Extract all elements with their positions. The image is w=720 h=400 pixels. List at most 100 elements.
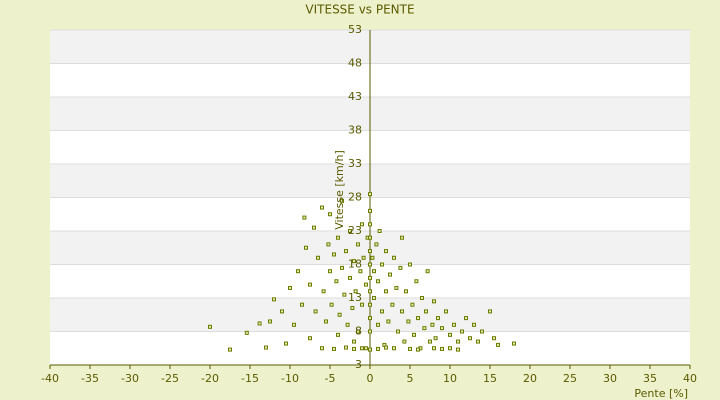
point bbox=[292, 322, 296, 327]
x-tick-label: 40 bbox=[683, 372, 697, 385]
point bbox=[350, 306, 355, 311]
plot-area bbox=[49, 29, 691, 369]
point bbox=[368, 249, 372, 254]
point bbox=[376, 279, 380, 284]
point bbox=[468, 336, 472, 341]
point bbox=[332, 252, 336, 257]
point bbox=[488, 309, 492, 314]
point bbox=[400, 309, 404, 314]
point bbox=[436, 316, 440, 321]
x-tick-label: 30 bbox=[603, 372, 617, 385]
point bbox=[344, 249, 348, 254]
point bbox=[432, 299, 436, 304]
point bbox=[368, 347, 372, 352]
y-axis-label: Vitesse [km/h] bbox=[333, 150, 346, 230]
point bbox=[324, 319, 328, 324]
point bbox=[368, 289, 372, 294]
point bbox=[384, 249, 388, 254]
point bbox=[304, 245, 308, 250]
point bbox=[312, 225, 316, 230]
point bbox=[334, 279, 339, 284]
point bbox=[386, 319, 391, 324]
x-tick-label: -25 bbox=[161, 372, 179, 385]
point bbox=[428, 339, 432, 344]
y-tick-label: 48 bbox=[348, 57, 362, 70]
point bbox=[272, 297, 276, 302]
point bbox=[456, 339, 460, 344]
x-tick-label: 25 bbox=[563, 372, 577, 385]
point bbox=[416, 316, 420, 321]
point bbox=[384, 345, 388, 350]
point bbox=[440, 346, 444, 351]
point bbox=[368, 316, 372, 321]
point bbox=[376, 322, 380, 327]
point bbox=[448, 332, 452, 337]
point bbox=[496, 342, 500, 347]
point bbox=[352, 339, 356, 344]
point bbox=[440, 326, 444, 331]
point bbox=[368, 329, 372, 334]
point bbox=[257, 321, 262, 326]
point bbox=[412, 332, 416, 337]
point bbox=[316, 255, 320, 260]
point bbox=[368, 235, 372, 240]
x-axis-label: Pente [%] bbox=[634, 387, 688, 400]
point bbox=[400, 235, 404, 240]
point bbox=[321, 289, 326, 294]
chart-title: VITESSE vs PENTE bbox=[305, 3, 414, 17]
point bbox=[300, 302, 304, 307]
point bbox=[368, 208, 372, 213]
point bbox=[353, 289, 358, 294]
point bbox=[416, 347, 420, 352]
point bbox=[296, 269, 300, 274]
point bbox=[376, 346, 380, 351]
point bbox=[308, 336, 312, 341]
x-tick-label: 10 bbox=[443, 372, 457, 385]
point bbox=[328, 269, 332, 274]
point bbox=[402, 339, 407, 344]
y-tick-label: 28 bbox=[348, 191, 362, 204]
point bbox=[432, 346, 436, 351]
y-tick-label: 18 bbox=[348, 258, 362, 271]
point bbox=[377, 229, 382, 233]
point bbox=[404, 289, 408, 294]
point bbox=[476, 339, 480, 344]
x-tick-label: 35 bbox=[643, 372, 657, 385]
point bbox=[448, 346, 452, 351]
y-tick-label: 3 bbox=[355, 358, 362, 371]
point bbox=[408, 262, 412, 267]
point bbox=[380, 262, 384, 267]
point bbox=[414, 279, 419, 284]
point bbox=[444, 309, 448, 314]
point bbox=[512, 341, 516, 346]
point bbox=[342, 292, 347, 297]
point bbox=[336, 332, 340, 337]
point bbox=[268, 319, 272, 324]
x-tick-label: -35 bbox=[81, 372, 99, 385]
y-tick-label: 43 bbox=[348, 90, 362, 103]
point bbox=[340, 198, 344, 203]
point bbox=[360, 346, 364, 351]
point bbox=[328, 212, 332, 217]
point bbox=[336, 235, 340, 240]
point bbox=[424, 309, 428, 314]
point bbox=[320, 346, 324, 351]
point bbox=[360, 302, 364, 307]
x-tick-label: -20 bbox=[201, 372, 219, 385]
point bbox=[422, 326, 427, 331]
point bbox=[398, 265, 403, 270]
point bbox=[364, 346, 368, 351]
point bbox=[408, 346, 412, 351]
point bbox=[372, 269, 376, 274]
y-tick-label: 38 bbox=[348, 124, 362, 137]
point bbox=[208, 324, 212, 329]
point bbox=[464, 316, 468, 321]
x-tick-label: -5 bbox=[325, 372, 336, 385]
y-tick-label: 13 bbox=[348, 291, 362, 304]
point bbox=[472, 322, 476, 327]
point bbox=[332, 346, 336, 351]
point bbox=[396, 329, 400, 334]
point bbox=[480, 329, 484, 334]
x-tick-label: 15 bbox=[483, 372, 497, 385]
point bbox=[345, 322, 350, 327]
